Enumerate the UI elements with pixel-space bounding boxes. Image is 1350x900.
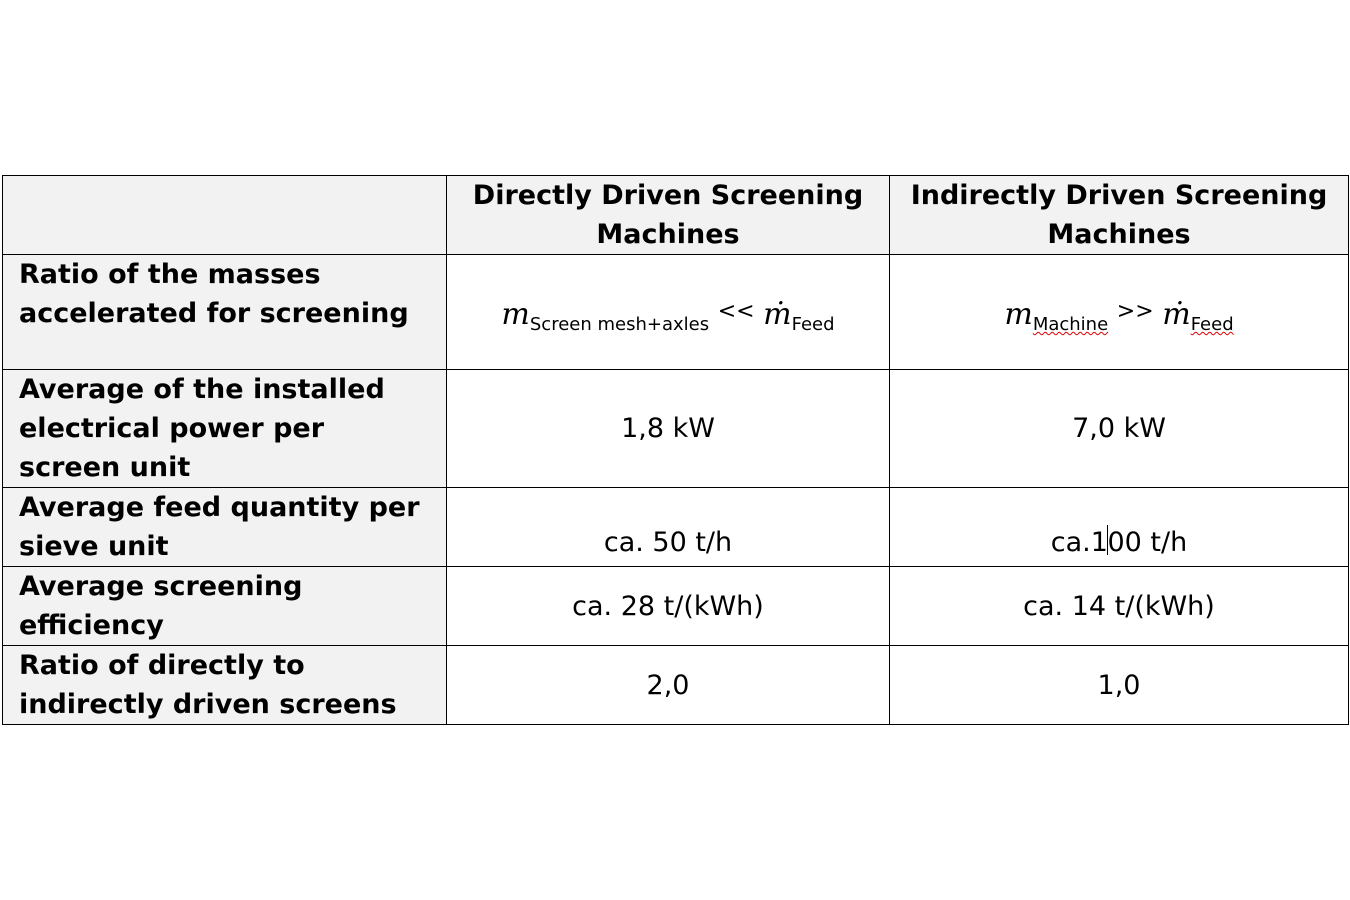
header-empty-cell — [2, 175, 447, 255]
efficiency-indirect: ca. 14 t/(kWh) — [889, 566, 1349, 646]
row-label: Ratio of the masses accelerated for scre… — [2, 254, 447, 370]
mass-ratio-indirect: mMachine >> ṁFeed — [889, 254, 1349, 370]
operator: << — [717, 299, 755, 324]
table-header-row: Directly Driven Screening Machines Indir… — [2, 175, 1349, 255]
power-indirect: 7,0 kW — [889, 369, 1349, 488]
symbol-m: m — [1004, 297, 1033, 332]
subscript: Screen mesh+axles — [529, 314, 710, 335]
row-label: Ratio of directly to indirectly driven s… — [2, 645, 447, 725]
header-indirect: Indirectly Driven Screening Machines — [889, 175, 1349, 255]
symbol-mdot: ṁ — [1162, 297, 1191, 332]
row-label: Average feed quantity per sieve unit — [2, 487, 447, 567]
symbol-mdot: ṁ — [763, 297, 792, 332]
header-direct: Directly Driven Screening Machines — [446, 175, 890, 255]
table-row: Average of the installed electrical powe… — [2, 369, 1349, 488]
ratio-direct: 2,0 — [446, 645, 890, 725]
subscript: Feed — [791, 314, 835, 335]
table-row: Average screening efficiency ca. 28 t/(k… — [2, 566, 1349, 646]
table-row: Ratio of directly to indirectly driven s… — [2, 645, 1349, 725]
row-label: Average of the installed electrical powe… — [2, 369, 447, 488]
table-row: Ratio of the masses accelerated for scre… — [2, 254, 1349, 370]
mass-ratio-direct: mScreen mesh+axles << ṁFeed — [446, 254, 890, 370]
feed-direct: ca. 50 t/h — [446, 487, 890, 567]
text-cursor — [1106, 525, 1109, 555]
comparison-table: Directly Driven Screening Machines Indir… — [2, 175, 1349, 725]
feed-indirect[interactable]: ca.100 t/h — [889, 487, 1349, 567]
symbol-m: m — [501, 297, 530, 332]
ratio-indirect: 1,0 — [889, 645, 1349, 725]
subscript: Machine — [1032, 314, 1109, 335]
subscript: Feed — [1190, 314, 1234, 335]
feed-text-b: 00 t/h — [1107, 527, 1188, 558]
power-direct: 1,8 kW — [446, 369, 890, 488]
feed-text-a: ca.1 — [1050, 527, 1108, 558]
operator: >> — [1116, 299, 1154, 324]
row-label: Average screening efficiency — [2, 566, 447, 646]
efficiency-direct: ca. 28 t/(kWh) — [446, 566, 890, 646]
table-row: Average feed quantity per sieve unit ca.… — [2, 487, 1349, 567]
